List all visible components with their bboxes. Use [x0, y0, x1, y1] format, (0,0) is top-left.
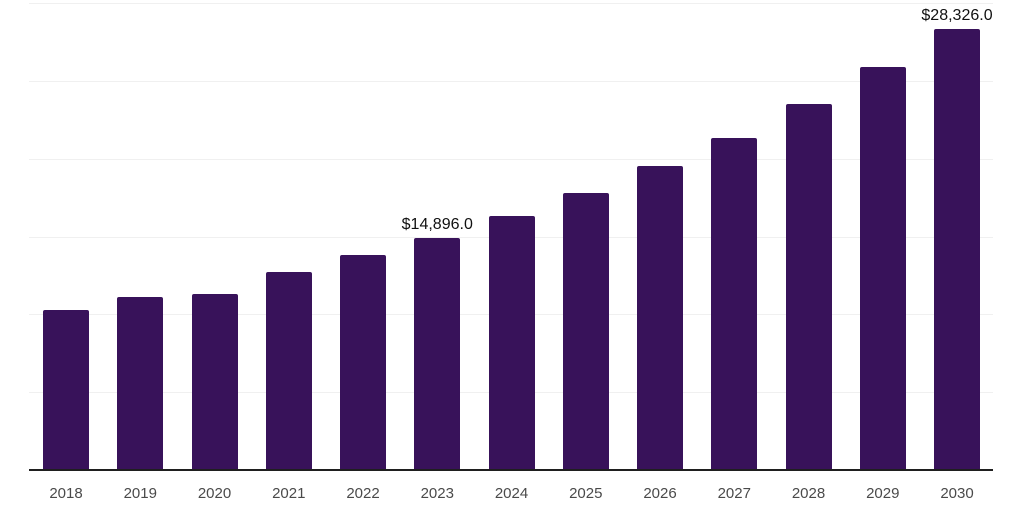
x-tick-2027: 2027: [717, 485, 751, 502]
x-tick-2026: 2026: [643, 485, 677, 502]
x-tick-2021: 2021: [272, 485, 306, 502]
bar-2024[interactable]: [488, 215, 535, 470]
x-tick-2025: 2025: [569, 485, 603, 502]
x-tick-2019: 2019: [123, 485, 157, 502]
x-axis-line: [29, 469, 993, 471]
x-tick-2030: 2030: [940, 485, 974, 502]
bar-2023[interactable]: [414, 238, 461, 470]
gridline-20000: [29, 158, 993, 160]
x-tick-2028: 2028: [791, 485, 826, 502]
bar-2026[interactable]: [637, 166, 683, 470]
bar-2028[interactable]: [785, 104, 832, 470]
x-tick-2024: 2024: [494, 485, 529, 502]
bar-2021[interactable]: [265, 272, 312, 470]
data-label-2030: $28,326.0: [921, 7, 993, 25]
x-tick-2029: 2029: [866, 485, 900, 502]
bar-2027[interactable]: [711, 137, 758, 470]
gridline-25000: [29, 80, 993, 82]
data-label-2023: $14,896.0: [401, 216, 473, 234]
x-tick-2020: 2020: [197, 485, 232, 502]
x-tick-2023: 2023: [420, 485, 454, 502]
bar-2022[interactable]: [340, 255, 386, 470]
bar-2018[interactable]: [43, 309, 89, 470]
bar-2019[interactable]: [117, 297, 164, 470]
bar-2025[interactable]: [562, 192, 609, 470]
x-tick-2022: 2022: [346, 485, 380, 502]
bar-2029[interactable]: [859, 66, 906, 470]
bar-2030[interactable]: [934, 29, 980, 470]
gridline-30000: [29, 3, 993, 4]
bar-2020[interactable]: [191, 294, 238, 470]
x-tick-2018: 2018: [49, 485, 83, 502]
plot-area: $14,896.0 $28,326.0: [29, 3, 993, 470]
